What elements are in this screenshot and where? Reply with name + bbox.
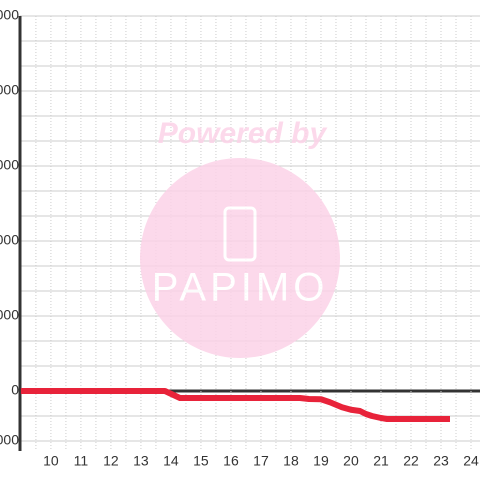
x-tick-label: 14 (163, 453, 179, 469)
series-line (20, 388, 450, 422)
x-tick-label: 17 (253, 453, 269, 469)
y-tick-label: 0 (11, 382, 19, 398)
x-tick-label: 16 (223, 453, 239, 469)
watermark-circle (140, 158, 340, 358)
watermark: Powered by PAPIMO (140, 117, 340, 358)
x-tick-label: 11 (74, 453, 89, 469)
x-tick-label: 10 (43, 453, 59, 469)
y-tick-label: 90,000 (0, 157, 19, 173)
watermark-icon (223, 206, 257, 262)
x-tick-label: 13 (133, 453, 149, 469)
x-tick-label: 23 (433, 453, 449, 469)
x-tick-label: 19 (313, 453, 329, 469)
x-tick-label: 20 (343, 453, 359, 469)
x-tick-label: 18 (283, 453, 299, 469)
x-tick-label: 21 (373, 453, 389, 469)
x-tick-label: 22 (403, 453, 419, 469)
y-tick-label: -20,000 (0, 432, 19, 448)
x-tick-label: 15 (193, 453, 209, 469)
y-tick-label: 30,000 (0, 307, 19, 323)
watermark-logo: PAPIMO (152, 266, 329, 310)
y-tick-label: 60,000 (0, 232, 19, 248)
y-tick-label: 120,000 (0, 82, 19, 98)
x-tick-label: 24 (463, 453, 479, 469)
y-tick-label: 150,000 (0, 7, 19, 23)
watermark-title: Powered by (158, 117, 328, 150)
x-tick-label: 12 (103, 453, 119, 469)
